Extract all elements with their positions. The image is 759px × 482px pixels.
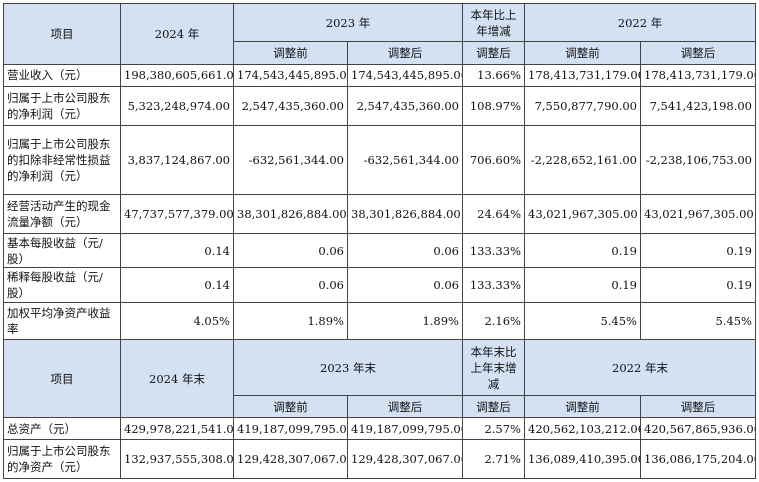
header-row: 项目 2024 年末 2023 年末 本年末比上年末增减 2022 年末 xyxy=(3,339,756,419)
row-label: 稀释每股收益（元/股） xyxy=(3,267,121,303)
value-2022-after: 178,413,731,179.00 xyxy=(640,63,756,88)
value-2023-after: -632,561,344.00 xyxy=(347,124,463,196)
header-year-2024: 2024 年 xyxy=(120,3,234,65)
value-2023-after: 419,187,099,795.00 xyxy=(347,417,463,441)
subheader-after: 调整后 xyxy=(347,394,463,419)
value-2022-after: 5.45% xyxy=(640,301,756,341)
value-2022-after: 0.19 xyxy=(640,267,756,303)
value-2024: 0.14 xyxy=(120,232,234,269)
row-label: 归属于上市公司股东的净利润（元） xyxy=(3,86,121,126)
value-2024: 429,978,221,541.00 xyxy=(120,417,234,441)
table-row: 归属于上市公司股东的净资产（元） 132,937,555,308.00 129,… xyxy=(3,439,756,479)
row-label: 归属于上市公司股东的扣除非经常性损益的净利润（元） xyxy=(3,124,121,196)
value-2022-after: 43,021,967,305.00 xyxy=(640,194,756,234)
value-2022-before: 0.19 xyxy=(524,232,641,269)
subheader-before: 调整前 xyxy=(233,41,348,65)
table-row: 营业收入（元） 198,380,605,661.00 174,543,445,8… xyxy=(3,63,756,88)
header-year-2023: 2023 年 xyxy=(233,2,463,43)
header-row: 项目 2024 年 2023 年 本年比上年增减 2022 年 xyxy=(3,2,756,65)
value-yoy-change: 706.60% xyxy=(462,124,525,196)
value-yoy-change: 2.16% xyxy=(462,301,525,341)
value-yoy-change: 24.64% xyxy=(462,194,525,234)
value-2023-after: 1.89% xyxy=(347,301,463,341)
value-2023-before: 0.06 xyxy=(233,267,348,303)
value-2023-after: 174,543,445,895.00 xyxy=(347,63,463,88)
value-2022-after: 136,086,175,204.00 xyxy=(640,439,756,479)
value-2023-before: -632,561,344.00 xyxy=(233,124,348,196)
value-2023-before: 1.89% xyxy=(233,301,348,341)
header-yoy-change: 本年比上年增减 xyxy=(462,2,525,43)
row-label: 经营活动产生的现金流量净额（元） xyxy=(3,194,121,234)
header-item: 项目 xyxy=(3,339,121,419)
value-2022-before: 43,021,967,305.00 xyxy=(524,194,641,234)
table-row: 加权平均净资产收益率 4.05% 1.89% 1.89% 2.16% 5.45%… xyxy=(3,301,756,341)
value-2022-before: 136,089,410,395.00 xyxy=(524,439,641,479)
table-row: 归属于上市公司股东的扣除非经常性损益的净利润（元） 3,837,124,867.… xyxy=(3,124,756,196)
value-2022-before: 5.45% xyxy=(524,301,641,341)
value-2022-before: 7,550,877,790.00 xyxy=(524,86,641,126)
value-2024: 5,323,248,974.00 xyxy=(120,86,234,126)
header-item: 项目 xyxy=(3,3,121,65)
value-2023-after: 0.06 xyxy=(347,267,463,303)
table-row: 归属于上市公司股东的净利润（元） 5,323,248,974.00 2,547,… xyxy=(3,86,756,126)
value-2023-before: 0.06 xyxy=(233,232,348,269)
subheader-after: 调整后 xyxy=(462,394,525,419)
value-2023-after: 0.06 xyxy=(347,232,463,269)
row-label: 总资产（元） xyxy=(3,417,121,441)
value-2022-after: 0.19 xyxy=(640,232,756,269)
header-yoy-change: 本年末比上年末增减 xyxy=(462,339,525,396)
value-yoy-change: 2.57% xyxy=(462,417,525,441)
table-row: 经营活动产生的现金流量净额（元） 47,737,577,379.00 38,30… xyxy=(3,194,756,234)
value-2023-before: 129,428,307,067.00 xyxy=(233,439,348,479)
value-yoy-change: 2.71% xyxy=(462,439,525,479)
header-year-end-2024: 2024 年末 xyxy=(120,339,234,419)
value-yoy-change: 133.33% xyxy=(462,267,525,303)
subheader-before: 调整前 xyxy=(524,394,641,419)
value-2024: 0.14 xyxy=(120,267,234,303)
key-financial-data-table: 项目 2024 年 2023 年 本年比上年增减 2022 年 调整前 调整后 … xyxy=(3,2,756,479)
subheader-after: 调整后 xyxy=(640,394,756,419)
header-year-end-2022: 2022 年末 xyxy=(524,339,756,396)
table-row: 基本每股收益（元/股） 0.14 0.06 0.06 133.33% 0.19 … xyxy=(3,232,756,269)
value-2022-before: -2,228,652,161.00 xyxy=(524,124,641,196)
value-yoy-change: 13.66% xyxy=(462,63,525,88)
header-year-end-2023: 2023 年末 xyxy=(233,339,463,396)
value-2024: 4.05% xyxy=(120,301,234,341)
value-2022-before: 420,562,103,212.00 xyxy=(524,417,641,441)
value-2024: 47,737,577,379.00 xyxy=(120,194,234,234)
subheader-after: 调整后 xyxy=(462,41,525,65)
value-2023-before: 2,547,435,360.00 xyxy=(233,86,348,126)
subheader-after: 调整后 xyxy=(640,41,756,65)
value-2023-before: 38,301,826,884.00 xyxy=(233,194,348,234)
value-2023-after: 129,428,307,067.00 xyxy=(347,439,463,479)
value-2023-before: 419,187,099,795.00 xyxy=(233,417,348,441)
value-2022-after: 7,541,423,198.00 xyxy=(640,86,756,126)
value-2023-after: 2,547,435,360.00 xyxy=(347,86,463,126)
value-2023-before: 174,543,445,895.00 xyxy=(233,63,348,88)
subheader-before: 调整前 xyxy=(524,41,641,65)
subheader-after: 调整后 xyxy=(347,41,463,65)
table-row: 稀释每股收益（元/股） 0.14 0.06 0.06 133.33% 0.19 … xyxy=(3,267,756,303)
subheader-row: 调整前 调整后 调整后 调整前 调整后 xyxy=(4,41,756,65)
value-2023-after: 38,301,826,884.00 xyxy=(347,194,463,234)
value-2022-after: 420,567,865,936.00 xyxy=(640,417,756,441)
table-row: 总资产（元） 429,978,221,541.00 419,187,099,79… xyxy=(3,417,756,441)
value-2024: 3,837,124,867.00 xyxy=(120,124,234,196)
value-2024: 198,380,605,661.00 xyxy=(120,63,234,88)
value-yoy-change: 133.33% xyxy=(462,232,525,269)
row-label: 营业收入（元） xyxy=(3,63,121,88)
value-2022-before: 178,413,731,179.00 xyxy=(524,63,641,88)
row-label: 归属于上市公司股东的净资产（元） xyxy=(3,439,121,479)
row-label: 基本每股收益（元/股） xyxy=(3,232,121,269)
value-yoy-change: 108.97% xyxy=(462,86,525,126)
subheader-before: 调整前 xyxy=(233,394,348,419)
value-2022-after: -2,238,106,753.00 xyxy=(640,124,756,196)
value-2024: 132,937,555,308.00 xyxy=(120,439,234,479)
value-2022-before: 0.19 xyxy=(524,267,641,303)
header-year-2022: 2022 年 xyxy=(524,2,756,43)
row-label: 加权平均净资产收益率 xyxy=(3,301,121,341)
